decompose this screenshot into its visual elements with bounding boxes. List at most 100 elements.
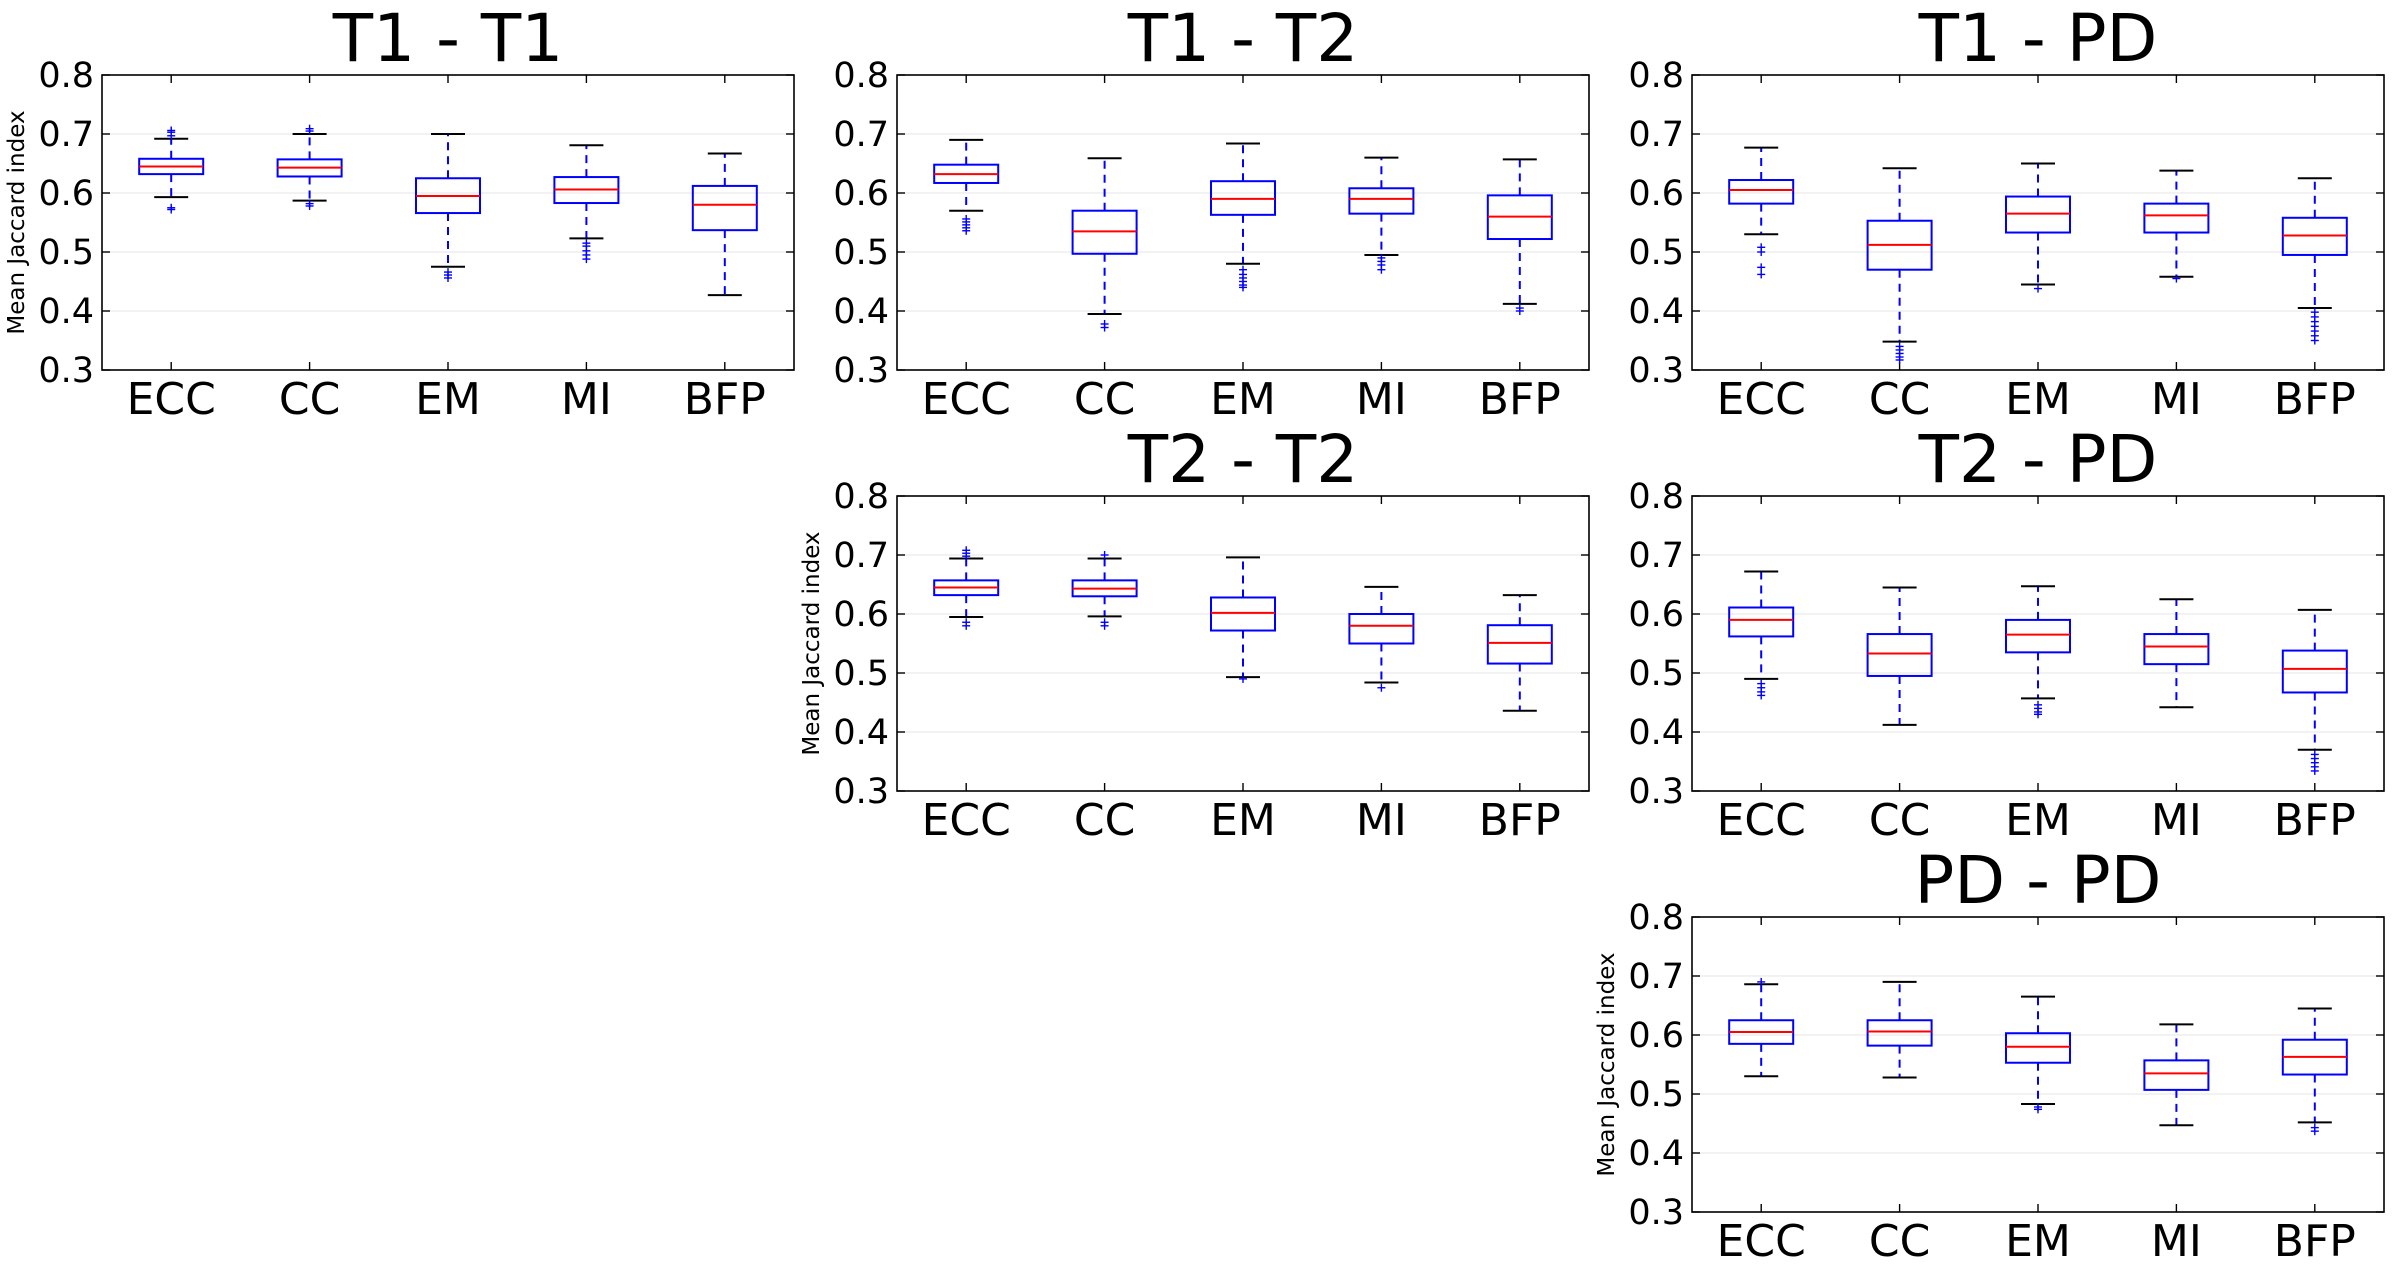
y-tick-label: 0.8 [1628, 898, 1684, 938]
x-tick-label: BFP [2274, 1216, 2356, 1267]
subplot-t2-pd: 0.3 0.4 0.5 0.6 0.7 0.8 T2 - PD ECC CC EM MI BFP [1628, 421, 2385, 846]
box-mi [1348, 585, 1415, 692]
flier-marker [2310, 1127, 2319, 1136]
y-tick-label: 0.8 [38, 56, 94, 96]
x-tick-label: BFP [1479, 374, 1561, 425]
x-tick-label: MI [2151, 1216, 2202, 1267]
flier-marker [305, 199, 314, 208]
y-tick-label: 0.7 [833, 115, 889, 155]
y-tick-label: 0.7 [38, 115, 94, 155]
y-tick-label: 0.8 [1628, 477, 1684, 517]
x-tick-label: MI [2151, 795, 2202, 846]
x-tick-label: ECC [922, 374, 1011, 425]
subplot-title: T1 - T2 [1127, 0, 1358, 77]
flier-marker [2172, 274, 2181, 283]
x-tick-label: CC [1869, 795, 1930, 846]
flier-marker [2310, 766, 2319, 775]
flier-marker [1100, 621, 1109, 630]
box-bfp [1486, 594, 1553, 712]
x-tick-label: EM [415, 374, 481, 425]
y-tick-label: 0.5 [833, 233, 889, 273]
flier-marker [1239, 674, 1247, 683]
box-ecc [138, 126, 205, 214]
flier-marker [1757, 248, 1766, 256]
x-tick-label: MI [1356, 374, 1407, 425]
x-tick-label: EM [2005, 795, 2071, 846]
y-tick-label: 0.3 [1628, 351, 1684, 391]
plot-frame [1691, 74, 2385, 371]
flier-marker [444, 273, 452, 282]
x-tick-label: CC [1074, 795, 1135, 846]
box-ecc [1728, 570, 1795, 700]
iqr-box [1866, 1019, 1933, 1047]
x-tick-label: ECC [127, 374, 216, 425]
box-em [1210, 556, 1276, 683]
iqr-box [2143, 202, 2210, 234]
y-tick-label: 0.6 [38, 174, 94, 214]
x-tick-label: CC [1869, 374, 1930, 425]
y-axis-label: Mean Jaccard index [799, 531, 825, 755]
x-tick-label: BFP [2274, 374, 2356, 425]
flier-marker [1377, 683, 1386, 692]
box-mi [553, 144, 620, 264]
box-em [1210, 142, 1276, 292]
box-cc [1866, 167, 1933, 364]
box-ecc [1728, 146, 1795, 279]
box-cc [276, 124, 343, 210]
box-ecc [933, 546, 1000, 630]
iqr-box [2143, 1059, 2210, 1091]
subplot-title: T2 - PD [1918, 421, 2158, 498]
x-tick-label: CC [1074, 374, 1135, 425]
y-tick-label: 0.5 [1628, 654, 1684, 694]
box-mi [2143, 1023, 2210, 1127]
flier-marker [167, 126, 176, 135]
subplot-title: PD - PD [1914, 842, 2161, 919]
y-tick-label: 0.4 [833, 713, 889, 753]
plot-frame [1691, 495, 2385, 792]
x-tick-label: BFP [684, 374, 766, 425]
y-tick-label: 0.6 [833, 174, 889, 214]
iqr-box [2005, 618, 2071, 654]
y-tick-label: 0.6 [1628, 1016, 1684, 1056]
y-tick-label: 0.5 [1628, 233, 1684, 273]
y-tick-label: 0.7 [833, 536, 889, 576]
iqr-box [691, 184, 758, 232]
iqr-box [1348, 187, 1415, 215]
x-tick-label: EM [1210, 374, 1276, 425]
box-em [2005, 585, 2071, 719]
subplot-t1-t2: 0.3 0.4 0.5 0.6 0.7 0.8 T1 - T2 ECC CC EM MI BFP [833, 0, 1590, 425]
y-tick-label: 0.3 [833, 772, 889, 812]
x-tick-label: ECC [1717, 795, 1806, 846]
flier-marker [1100, 323, 1109, 332]
iqr-box [1210, 596, 1276, 632]
flier-marker [1757, 263, 1766, 272]
iqr-box [1486, 624, 1553, 665]
flier-marker [2034, 1105, 2042, 1114]
y-tick-label: 0.7 [1628, 536, 1684, 576]
x-tick-label: MI [1356, 795, 1407, 846]
box-bfp [2281, 1007, 2348, 1136]
box-em [2005, 162, 2071, 293]
flier-marker [1757, 691, 1766, 700]
y-tick-label: 0.5 [1628, 1075, 1684, 1115]
flier-marker [2034, 284, 2042, 293]
x-tick-label: EM [2005, 374, 2071, 425]
box-em [2005, 995, 2071, 1114]
flier-marker [167, 203, 176, 212]
flier-marker [1100, 551, 1109, 559]
y-tick-label: 0.7 [1628, 115, 1684, 155]
box-mi [2143, 598, 2210, 709]
x-tick-label: ECC [1717, 1216, 1806, 1267]
subplot-t2-t2: 0.3 0.4 0.5 0.6 0.7 0.8 T2 - T2 Mean Jaccard in… [799, 421, 1590, 846]
box-mi [1348, 156, 1415, 274]
box-bfp [691, 152, 758, 297]
y-tick-label: 0.5 [833, 654, 889, 694]
iqr-box [1348, 613, 1415, 645]
box-cc [1866, 586, 1933, 726]
y-tick-label: 0.6 [1628, 595, 1684, 635]
flier-marker [962, 546, 971, 555]
flier-marker [1239, 283, 1247, 292]
box-bfp [2281, 608, 2348, 775]
box-ecc [933, 138, 1000, 235]
flier-marker [2034, 710, 2042, 719]
